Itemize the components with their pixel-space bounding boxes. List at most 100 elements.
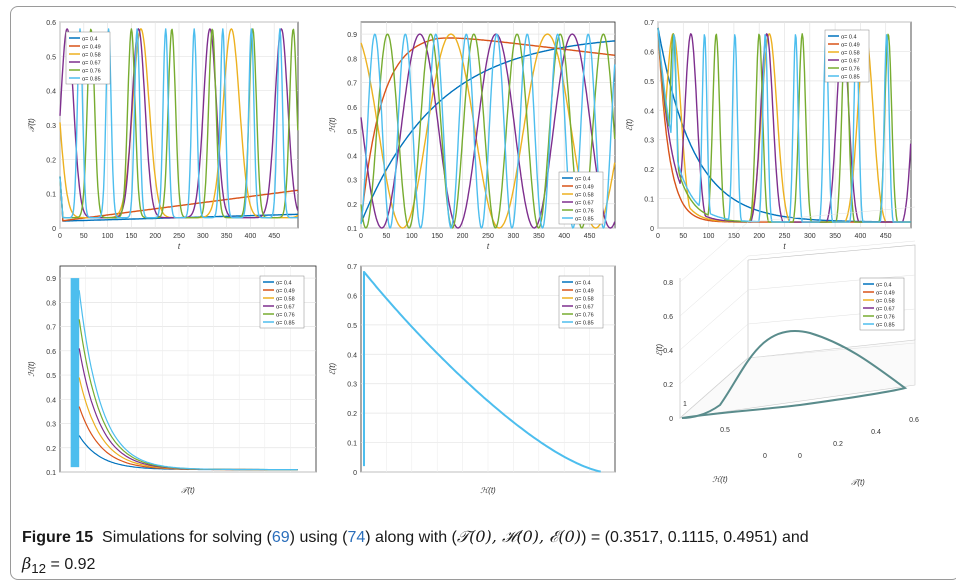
legend-label-1: α= 0.49: [575, 185, 594, 191]
y-tick-label: 0.8: [347, 56, 357, 63]
y-tick-label: 0: [650, 226, 654, 233]
y-tick-label: 0.6: [644, 49, 654, 56]
x-tick-label: 0: [359, 233, 363, 240]
y-axis-label: ℰ(t): [625, 118, 634, 131]
series-line-5: [59, 28, 298, 219]
legend-label-2: α= 0.58: [575, 193, 594, 199]
caption-label: Figure 15: [22, 529, 94, 546]
x-tick-label: 50: [679, 233, 687, 240]
y-tick-label: 0.7: [347, 264, 357, 271]
x-tick-label: 400: [245, 233, 257, 240]
x-axis-label: 𝒯(t): [181, 486, 195, 495]
h-axis-label: ℋ(t): [712, 475, 728, 484]
y-tick-label: 0.7: [644, 20, 654, 27]
x-tick-label: 0: [656, 233, 660, 240]
caption-beta-sub: 12: [31, 561, 47, 577]
x-axis-label: t: [487, 242, 490, 251]
legend-label-0: α= 0.4: [575, 177, 591, 183]
caption-beta: β: [22, 554, 32, 573]
subplot-5-svg: 0 0.1 0.2 0.3 0.4 0.5 0.6 0.7 ℋ(t) ℰ(t) α= 0.4 α= 0…: [328, 264, 616, 495]
y-tick-label: 0.3: [347, 382, 357, 389]
legend-label-2: α= 0.58: [876, 299, 895, 305]
y-tick-label: 0.4: [46, 397, 56, 404]
y-tick-label: 0.3: [644, 138, 654, 145]
y-tick-label: 0.2: [46, 446, 56, 453]
y-tick-label: 0.5: [644, 79, 654, 86]
grid-line-z: [679, 323, 749, 385]
y-axis-label: ℰ(t): [328, 362, 337, 375]
legend-label-4: α= 0.76: [575, 209, 594, 215]
y-tick-label: 0.7: [46, 325, 56, 332]
legend-label-3: α= 0.67: [575, 201, 594, 207]
legend-box: [859, 277, 905, 331]
y-tick-label: 0.1: [46, 192, 56, 199]
legend-label-2: α= 0.58: [276, 297, 295, 303]
back-wall: [747, 244, 916, 340]
series-line-4: [59, 28, 299, 219]
series-line-0: [360, 40, 615, 224]
x-tick-label: 250: [482, 233, 494, 240]
x-tick-label: 200: [457, 233, 469, 240]
y-tick-label: 0.2: [347, 411, 357, 418]
y-tick-label: 0.6: [46, 20, 56, 27]
equation-ref-74[interactable]: 74: [347, 529, 366, 546]
z-tick-label: 0: [669, 416, 673, 423]
h-tick-label: 0: [763, 453, 767, 460]
legend-box: [65, 31, 111, 85]
x-tick-label: 0.2: [833, 441, 843, 448]
z-tick-label: 0.4: [663, 348, 673, 355]
h-tick-label: 1: [683, 401, 687, 408]
x-tick-label: 150: [126, 233, 138, 240]
y-tick-label: 0.4: [347, 352, 357, 359]
y-tick-label: 0.5: [347, 129, 357, 136]
y-tick-label: 0.6: [347, 105, 357, 112]
legend-label-0: α= 0.4: [575, 281, 591, 287]
phase-loop-3d: [681, 330, 908, 419]
grid-line-z: [747, 342, 916, 359]
y-tick-label: 0.6: [46, 349, 56, 356]
x-tick-label: 350: [829, 233, 841, 240]
x-tick-label: 400: [558, 233, 570, 240]
y-tick-label: 0.6: [347, 293, 357, 300]
y-axis-label: 𝒯(t): [27, 118, 36, 132]
subplot-1-svg: 0 0.1 0.2 0.3 0.4 0.5 0.6 0 50 100 150 200 250 300 350…: [27, 20, 299, 251]
y-tick-label: 0: [52, 226, 56, 233]
series-line-4: [360, 33, 616, 229]
h-tick-label: 0.5: [720, 427, 730, 434]
grid-line-z: [679, 357, 749, 419]
equation-ref-69[interactable]: 69: [271, 529, 290, 546]
legend-label-4: α= 0.76: [82, 69, 101, 75]
legend-label-5: α= 0.85: [841, 75, 860, 81]
x-tick-label: 250: [173, 233, 185, 240]
y-tick-label: 0.1: [347, 441, 357, 448]
series-line-3: [360, 33, 616, 229]
legend-label-0: α= 0.4: [276, 281, 292, 287]
x-axis-label: ℋ(t): [480, 486, 496, 495]
grid-line-z: [747, 274, 916, 291]
x-tick-label: 0.4: [871, 429, 881, 436]
legend-label-4: α= 0.76: [575, 313, 594, 319]
x-tick-label: 450: [584, 233, 596, 240]
caption-text-4: ) = (0.3517, 0.1115, 0.4951) and: [581, 529, 809, 546]
subplot-2-svg: 0.1 0.2 0.3 0.4 0.5 0.6 0.7 0.8 0.9 0 50 100 150 200 2…: [328, 21, 616, 251]
x-tick-label: 300: [508, 233, 520, 240]
x-tick-label: 50: [80, 233, 88, 240]
grid-line-z: [679, 289, 749, 351]
y-tick-label: 0.3: [347, 178, 357, 185]
legend-label-1: α= 0.49: [575, 289, 594, 295]
x-tick-label: 0.6: [909, 417, 919, 424]
legend-box: [259, 275, 305, 329]
x-tick-label: 100: [102, 233, 114, 240]
legend-label-1: α= 0.49: [276, 289, 295, 295]
x-tick-label: 0: [58, 233, 62, 240]
y-tick-label: 0.4: [46, 89, 56, 96]
x-tick-label: 400: [855, 233, 867, 240]
z-tick-label: 0.2: [663, 382, 673, 389]
y-axis-label: ℋ(t): [27, 361, 36, 377]
legend-label-5: α= 0.85: [276, 321, 295, 327]
y-tick-label: 0.2: [644, 167, 654, 174]
phase-loop-line: [363, 270, 601, 473]
grid-line-z: [747, 240, 916, 257]
x-tick-label: 300: [804, 233, 816, 240]
y-tick-label: 0.1: [644, 197, 654, 204]
